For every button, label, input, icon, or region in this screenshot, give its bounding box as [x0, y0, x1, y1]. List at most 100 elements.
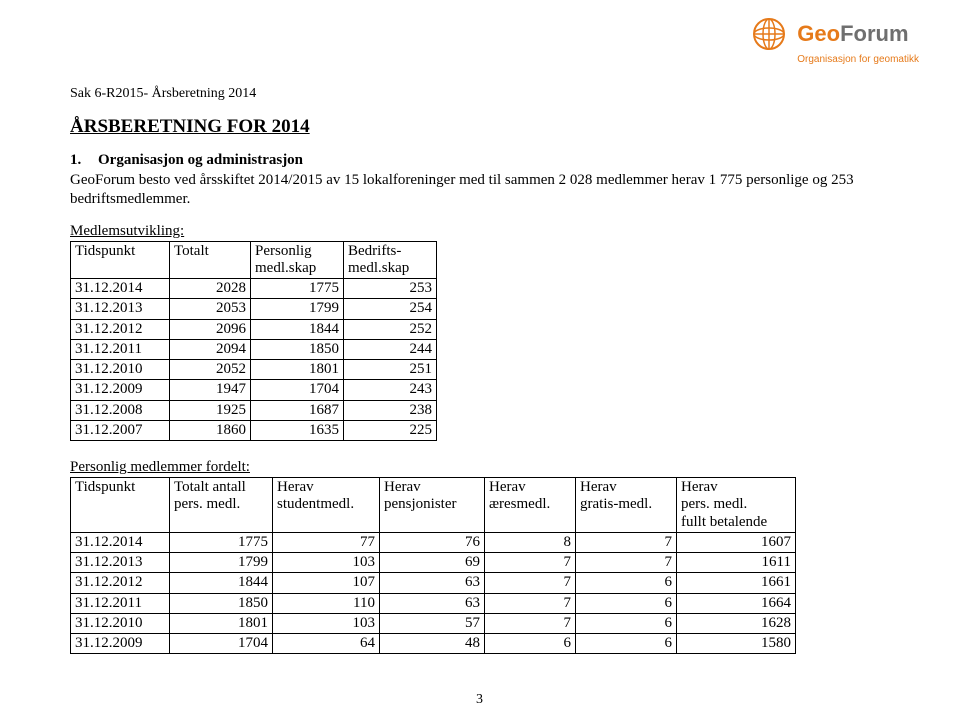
table-cell: 48 — [380, 634, 485, 654]
table1-caption: Medlemsutvikling: — [70, 223, 889, 240]
table-cell: 1775 — [170, 532, 273, 552]
table-cell: 1628 — [677, 613, 796, 633]
globe-icon — [747, 12, 791, 56]
table-cell: 31.12.2013 — [71, 553, 170, 573]
table-cell: 31.12.2014 — [71, 279, 170, 299]
table-cell: 6 — [576, 573, 677, 593]
table-header-row: Tidspunkt Totalt antallpers. medl. Herav… — [71, 478, 796, 533]
table-row: 31.12.2013179910369771611 — [71, 553, 796, 573]
table-cell: 31.12.2007 — [71, 420, 170, 440]
table-cell: 1661 — [677, 573, 796, 593]
table-row: 31.12.201020521801251 — [71, 360, 437, 380]
col-pensjonister: Heravpensjonister — [380, 478, 485, 533]
logo-row: GeoForum — [747, 12, 919, 56]
table-cell: 31.12.2012 — [71, 319, 170, 339]
section-number: 1. — [70, 152, 98, 169]
table-cell: 1801 — [251, 360, 344, 380]
table-cell: 225 — [344, 420, 437, 440]
table-cell: 57 — [380, 613, 485, 633]
table-cell: 2096 — [170, 319, 251, 339]
logo-tagline: Organisasjon for geomatikk — [797, 54, 919, 65]
table-cell: 31.12.2012 — [71, 573, 170, 593]
case-reference: Sak 6-R2015- Årsberetning 2014 — [70, 86, 889, 102]
table-cell: 6 — [576, 613, 677, 633]
table-cell: 31.12.2011 — [71, 593, 170, 613]
table-cell: 7 — [485, 553, 576, 573]
table-cell: 103 — [273, 613, 380, 633]
logo: GeoForum Organisasjon for geomatikk — [747, 12, 919, 65]
table-cell: 103 — [273, 553, 380, 573]
table-cell: 77 — [273, 532, 380, 552]
table-cell: 110 — [273, 593, 380, 613]
table-cell: 31.12.2010 — [71, 360, 170, 380]
table-cell: 1844 — [170, 573, 273, 593]
table-cell: 238 — [344, 400, 437, 420]
table-cell: 7 — [485, 573, 576, 593]
membership-table: Tidspunkt Totalt Personligmedl.skap Bedr… — [70, 241, 437, 442]
table-cell: 64 — [273, 634, 380, 654]
table-cell: 31.12.2009 — [71, 380, 170, 400]
table-cell: 1850 — [251, 339, 344, 359]
table-cell: 31.12.2013 — [71, 299, 170, 319]
table-cell: 2094 — [170, 339, 251, 359]
table-cell: 6 — [576, 634, 677, 654]
col-totalt-antall: Totalt antallpers. medl. — [170, 478, 273, 533]
section-body: GeoForum besto ved årsskiftet 2014/2015 … — [70, 171, 889, 209]
col-fullt-betalende: Heravpers. medl.fullt betalende — [677, 478, 796, 533]
table-cell: 63 — [380, 593, 485, 613]
table-cell: 1844 — [251, 319, 344, 339]
table-header-row: Tidspunkt Totalt Personligmedl.skap Bedr… — [71, 241, 437, 279]
table-cell: 69 — [380, 553, 485, 573]
logo-suffix: Forum — [840, 21, 908, 46]
section-title-text: Organisasjon og administrasjon — [98, 152, 303, 168]
table-cell: 1704 — [170, 634, 273, 654]
table-cell: 1801 — [170, 613, 273, 633]
table-cell: 107 — [273, 573, 380, 593]
table-cell: 63 — [380, 573, 485, 593]
table2-caption: Personlig medlemmer fordelt: — [70, 459, 889, 476]
table-cell: 1799 — [251, 299, 344, 319]
table-cell: 252 — [344, 319, 437, 339]
table-cell: 31.12.2009 — [71, 634, 170, 654]
table-cell: 251 — [344, 360, 437, 380]
table-row: 31.12.200919471704243 — [71, 380, 437, 400]
table-cell: 1664 — [677, 593, 796, 613]
table-cell: 254 — [344, 299, 437, 319]
col-aeresmedl: Heraværesmedl. — [485, 478, 576, 533]
table-row: 31.12.201220961844252 — [71, 319, 437, 339]
col-gratis: Heravgratis-medl. — [576, 478, 677, 533]
table-cell: 76 — [380, 532, 485, 552]
table-cell: 31.12.2011 — [71, 339, 170, 359]
table-cell: 1775 — [251, 279, 344, 299]
table-row: 31.12.200819251687238 — [71, 400, 437, 420]
personal-members-table: Tidspunkt Totalt antallpers. medl. Herav… — [70, 477, 796, 654]
logo-text: GeoForum — [797, 21, 908, 47]
table-row: 31.12.201417757776871607 — [71, 532, 796, 552]
table-cell: 2053 — [170, 299, 251, 319]
table-cell: 7 — [576, 532, 677, 552]
table-cell: 31.12.2010 — [71, 613, 170, 633]
table-row: 31.12.201320531799254 — [71, 299, 437, 319]
page-number: 3 — [0, 692, 959, 708]
table-cell: 7 — [485, 613, 576, 633]
table-cell: 1607 — [677, 532, 796, 552]
table-cell: 253 — [344, 279, 437, 299]
logo-prefix: Geo — [797, 21, 840, 46]
table-row: 31.12.200917046448661580 — [71, 634, 796, 654]
table-cell: 1947 — [170, 380, 251, 400]
table-row: 31.12.2012184410763761661 — [71, 573, 796, 593]
col-tidspunkt: Tidspunkt — [71, 478, 170, 533]
table-cell: 1850 — [170, 593, 273, 613]
table-cell: 1580 — [677, 634, 796, 654]
table-row: 31.12.2010180110357761628 — [71, 613, 796, 633]
table-cell: 2052 — [170, 360, 251, 380]
table-row: 31.12.200718601635225 — [71, 420, 437, 440]
table-cell: 1704 — [251, 380, 344, 400]
table-cell: 1635 — [251, 420, 344, 440]
table-cell: 31.12.2014 — [71, 532, 170, 552]
table-cell: 7 — [485, 593, 576, 613]
table-cell: 8 — [485, 532, 576, 552]
table-cell: 1611 — [677, 553, 796, 573]
table-cell: 243 — [344, 380, 437, 400]
table-row: 31.12.201420281775253 — [71, 279, 437, 299]
